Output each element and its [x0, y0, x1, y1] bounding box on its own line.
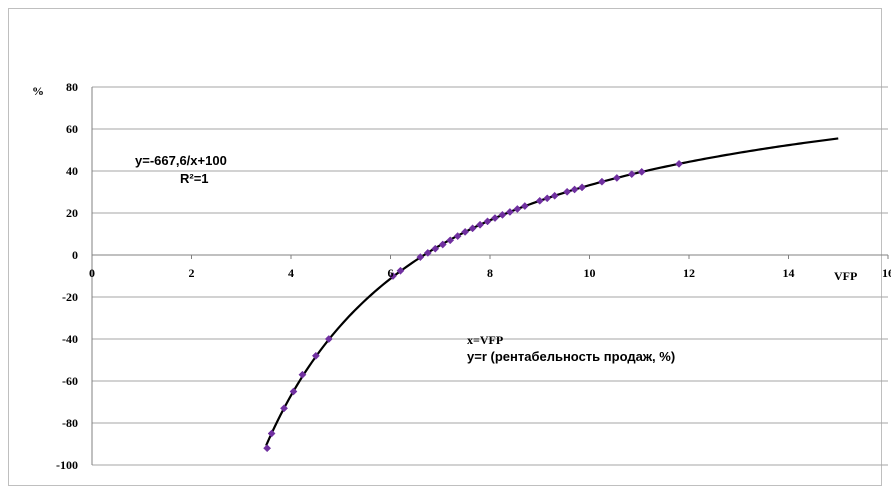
data-point: [505, 207, 514, 216]
data-point: [423, 248, 432, 257]
y-tick-label: -100: [56, 458, 78, 472]
data-point: [637, 167, 646, 176]
data-point: [476, 220, 485, 229]
x-tick-label: 4: [288, 266, 294, 280]
x-tick-label: 10: [584, 266, 596, 280]
y-tick-label: 0: [72, 248, 78, 262]
data-point: [389, 272, 397, 280]
chart-frame: [8, 8, 882, 486]
data-point: [627, 170, 636, 179]
trendline-equation: y=-667,6/x+100: [135, 153, 227, 168]
data-point: [543, 194, 552, 203]
data-point: [675, 159, 684, 168]
data-point: [416, 253, 425, 262]
y-tick-label: -60: [62, 374, 78, 388]
trendline: [265, 137, 839, 447]
tick-labels: 80 60 40 20 0 -20 -40 -60 -80 -100 0 2 4 6 8 10 12 14 16: [56, 80, 891, 472]
x-tick-label: 16: [882, 266, 891, 280]
data-point: [468, 224, 477, 233]
y-tick-label: -80: [62, 416, 78, 430]
y-tick-label: 40: [66, 164, 78, 178]
data-point: [597, 177, 606, 186]
axes: [91, 87, 889, 465]
grid: [92, 86, 888, 466]
y-tick-label: 80: [66, 80, 78, 94]
annotation-y: y=r (рентабельность продаж, %): [467, 349, 675, 364]
y-tick-label: -40: [62, 332, 78, 346]
data-point: [453, 232, 462, 241]
x-axis-title: VFP: [834, 269, 857, 283]
data-point: [520, 202, 529, 211]
data-point: [491, 214, 499, 222]
data-point: [570, 185, 579, 194]
data-point: [324, 335, 333, 343]
x-tick-label: 12: [683, 266, 695, 280]
y-tick-label: 60: [66, 122, 78, 136]
y-axis-title: %: [32, 84, 44, 98]
data-points: [263, 159, 684, 453]
x-tick-label: 8: [487, 266, 493, 280]
y-tick-label: -20: [62, 290, 78, 304]
data-point: [438, 240, 447, 249]
data-point: [311, 351, 320, 360]
data-point: [298, 370, 307, 379]
data-point: [550, 191, 559, 200]
data-point: [267, 429, 276, 438]
data-point: [263, 444, 272, 453]
data-point: [280, 404, 288, 413]
data-point: [483, 217, 492, 226]
x-tick-label: 0: [89, 266, 95, 280]
x-tick-label: 2: [189, 266, 195, 280]
x-tick-label: 6: [388, 266, 394, 280]
data-point: [612, 173, 621, 182]
data-point: [446, 236, 455, 245]
data-point: [563, 187, 572, 196]
data-point: [535, 196, 544, 205]
annotation-x: x=VFP: [467, 333, 503, 347]
data-point: [578, 183, 586, 192]
r-squared: R²=1: [180, 171, 209, 186]
x-tick-label: 14: [783, 266, 795, 280]
data-point: [513, 205, 522, 213]
data-point: [289, 387, 298, 396]
data-point: [396, 266, 405, 275]
data-point: [498, 210, 507, 219]
data-point: [431, 244, 440, 253]
trendline-path: [265, 137, 839, 447]
y-tick-label: 20: [66, 206, 78, 220]
data-point: [461, 227, 470, 236]
